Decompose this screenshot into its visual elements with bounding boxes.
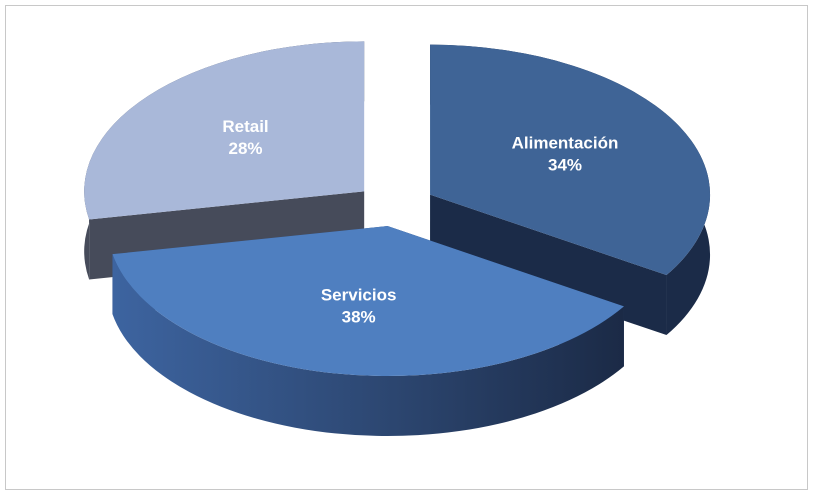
slice-value-label: 38% [342, 308, 376, 327]
slice-side [430, 194, 667, 336]
slice-top [430, 44, 711, 276]
slice-wall [112, 254, 624, 437]
slices: Retail 28% Alimentación 34% Servicios 38% [84, 41, 711, 437]
slice-label: Alimentación [512, 133, 619, 152]
slice: Alimentación 34% [430, 44, 711, 336]
slice-top [112, 226, 624, 377]
slice-label: Retail [222, 117, 268, 136]
slice-top [84, 41, 365, 220]
slice-value-label: 34% [548, 155, 582, 174]
slice-value-label: 28% [229, 139, 263, 158]
slice: Servicios 38% [112, 226, 624, 437]
slice-label: Servicios [321, 286, 397, 305]
